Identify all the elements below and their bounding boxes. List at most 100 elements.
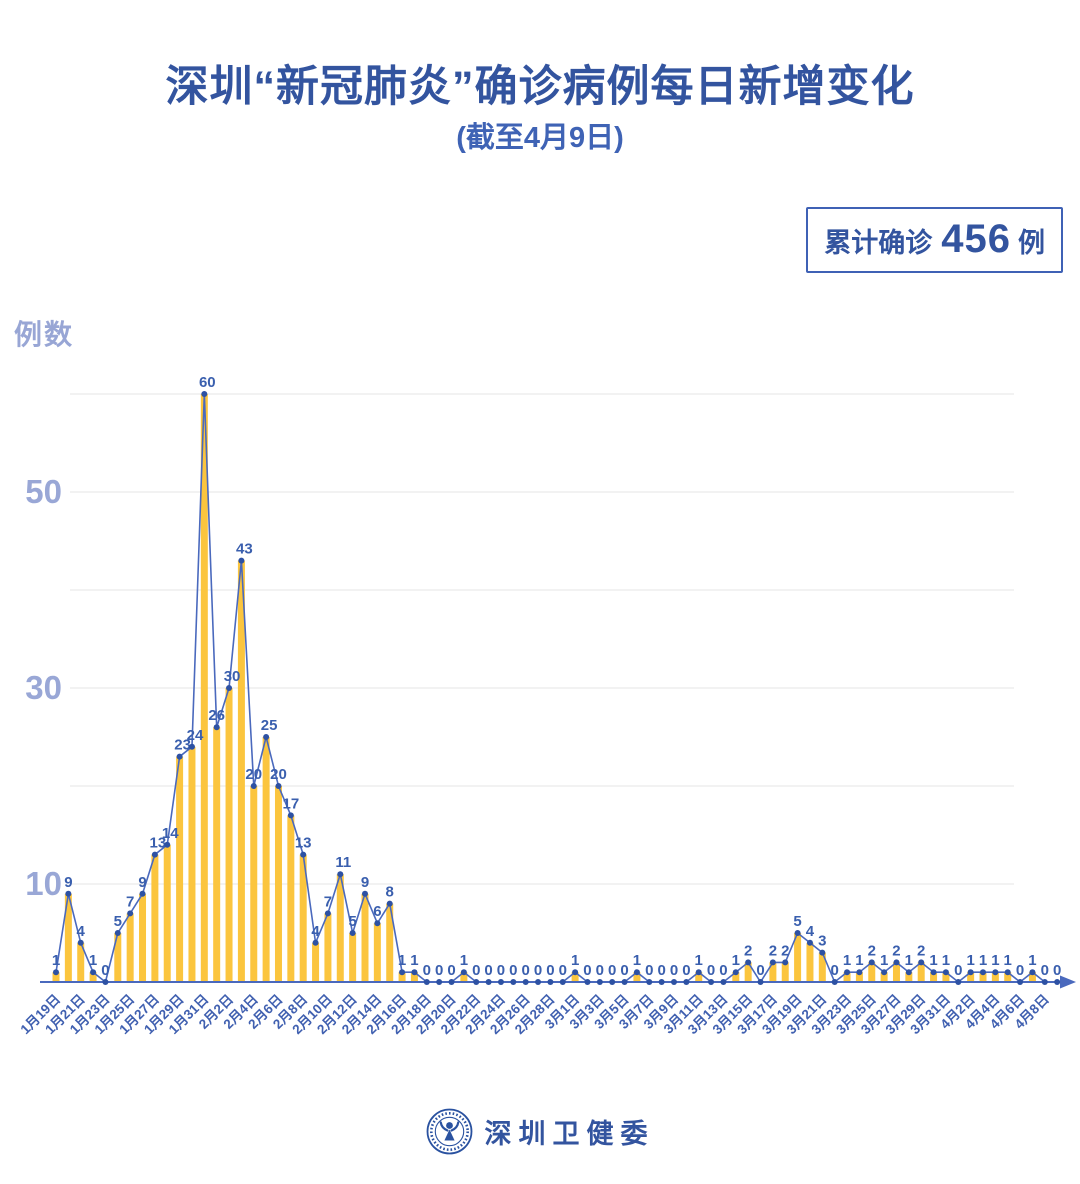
- chart-value-label: 0: [101, 962, 109, 979]
- chart-value-label: 1: [633, 952, 641, 969]
- chart-value-label: 5: [348, 913, 356, 930]
- chart-bar: [967, 972, 975, 982]
- chart-point: [769, 959, 776, 966]
- footer-publisher-label: 深圳卫健委: [484, 1119, 655, 1149]
- chart-value-label: 2: [917, 942, 925, 959]
- chart-point: [362, 890, 368, 897]
- chart-point: [1004, 969, 1011, 976]
- chart-point: [90, 969, 97, 976]
- chart-point: [905, 969, 912, 976]
- badge-suffix: 例: [1018, 228, 1045, 258]
- chart-point: [881, 969, 888, 976]
- chart-value-label: 2: [769, 942, 777, 959]
- chart-point: [633, 969, 640, 976]
- chart-bar: [732, 972, 740, 982]
- chart-point: [250, 783, 257, 789]
- chart-point: [263, 734, 270, 740]
- chart-bar: [163, 844, 171, 982]
- chart-value-label: 25: [261, 717, 278, 734]
- chart-bar: [176, 756, 184, 982]
- chart-bar: [64, 893, 72, 982]
- chart-value-label: 7: [126, 893, 134, 910]
- chart-value-label: 1: [695, 952, 703, 969]
- chart-point: [942, 969, 949, 976]
- chart-point: [127, 910, 134, 917]
- chart-point: [646, 979, 653, 985]
- chart-point: [819, 949, 826, 956]
- chart-point: [732, 969, 739, 976]
- chart-point: [757, 979, 764, 985]
- chart-value-label: 0: [756, 962, 764, 979]
- chart-bar: [855, 972, 863, 982]
- chart-point: [806, 939, 813, 946]
- chart-point: [337, 871, 344, 878]
- y-tick-label: 30: [25, 669, 62, 706]
- chart-value-label: 0: [1041, 962, 1049, 979]
- chart-point: [386, 900, 393, 907]
- chart-point: [411, 969, 418, 976]
- chart-value-label: 30: [224, 668, 241, 685]
- chart-bar: [89, 972, 97, 982]
- chart-value-label: 0: [707, 962, 715, 979]
- chart-point: [992, 969, 999, 976]
- chart-value-label: 1: [905, 952, 913, 969]
- chart-point: [1029, 969, 1036, 976]
- y-axis-title: 例数: [14, 319, 75, 350]
- chart-value-label: 0: [670, 962, 678, 979]
- chart-point: [399, 969, 406, 976]
- chart-value-label: 1: [398, 952, 406, 969]
- chart-bar: [188, 746, 196, 982]
- chart-value-label: 1: [89, 952, 97, 969]
- chart-bar: [336, 874, 344, 982]
- chart-value-label: 1: [410, 952, 418, 969]
- chart-value-label: 0: [1053, 962, 1061, 979]
- chart-value-label: 5: [793, 913, 801, 930]
- chart-point: [460, 969, 467, 976]
- chart-point: [967, 969, 974, 976]
- chart-bar: [843, 972, 851, 982]
- chart-value-label: 0: [534, 962, 542, 979]
- chart-value-label: 3: [818, 933, 826, 950]
- chart-point: [188, 743, 195, 750]
- chart-point: [955, 979, 962, 985]
- chart-point: [53, 969, 59, 976]
- chart-value-label: 20: [270, 766, 287, 783]
- chart-point: [621, 979, 628, 985]
- chart-bar: [213, 727, 221, 982]
- chart-value-label: 0: [596, 962, 604, 979]
- chart-point: [844, 969, 851, 976]
- chart-value-label: 7: [324, 893, 332, 910]
- chart-value-label: 2: [868, 942, 876, 959]
- chart-bar: [225, 688, 233, 982]
- chart-value-label: 1: [966, 952, 974, 969]
- chart-value-label: 0: [831, 962, 839, 979]
- chart-value-label: 17: [282, 795, 299, 812]
- chart-bar: [930, 972, 938, 982]
- chart-value-label: 1: [571, 952, 579, 969]
- chart-value-label: 1: [942, 952, 950, 969]
- chart-point: [510, 979, 517, 985]
- chart-value-label: 0: [447, 962, 455, 979]
- chart-bar: [237, 560, 245, 982]
- chart-point: [448, 979, 455, 985]
- chart-value-label: 0: [620, 962, 628, 979]
- chart-point: [65, 890, 72, 897]
- chart-point: [164, 841, 171, 848]
- chart-bar: [324, 913, 332, 982]
- footer: 深圳卫健委: [0, 1108, 1080, 1155]
- chart-value-label: 9: [64, 874, 72, 891]
- chart-point: [596, 979, 603, 985]
- chart-value-label: 0: [522, 962, 530, 979]
- chart-value-label: 1: [732, 952, 740, 969]
- chart-point: [287, 812, 294, 819]
- chart-point: [374, 920, 381, 927]
- chart-bar: [892, 962, 900, 982]
- chart-point: [671, 979, 677, 985]
- chart-bar: [299, 854, 307, 982]
- chart-bar: [868, 962, 876, 982]
- chart-value-label: 26: [208, 707, 225, 724]
- chart-point: [856, 969, 863, 976]
- chart-point: [176, 753, 183, 760]
- chart-bar: [942, 972, 950, 982]
- y-tick-label: 50: [25, 473, 62, 510]
